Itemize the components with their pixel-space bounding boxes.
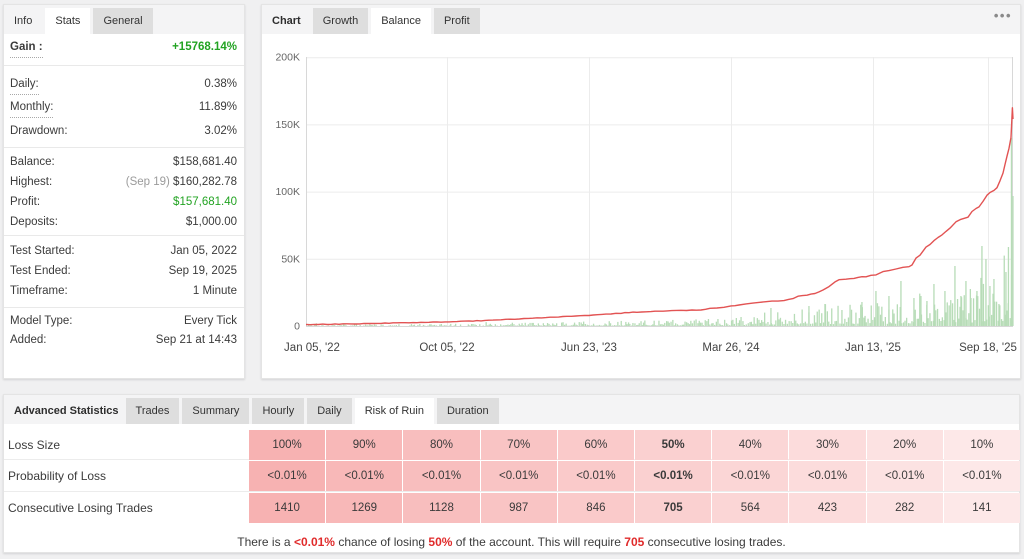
svg-text:0: 0	[294, 321, 300, 333]
svg-text:Sep 18, '25: Sep 18, '25	[959, 342, 1017, 354]
svg-text:Jan 05, '22: Jan 05, '22	[284, 342, 340, 354]
svg-text:Oct 05, '22: Oct 05, '22	[419, 342, 474, 354]
svg-text:Jun 23, '23: Jun 23, '23	[561, 342, 617, 354]
svg-text:Jan 13, '25: Jan 13, '25	[845, 342, 901, 354]
svg-text:50K: 50K	[281, 253, 300, 265]
svg-text:150K: 150K	[275, 119, 300, 131]
svg-text:100K: 100K	[275, 186, 300, 198]
svg-text:Mar 26, '24: Mar 26, '24	[702, 342, 760, 354]
svg-text:200K: 200K	[275, 52, 300, 64]
